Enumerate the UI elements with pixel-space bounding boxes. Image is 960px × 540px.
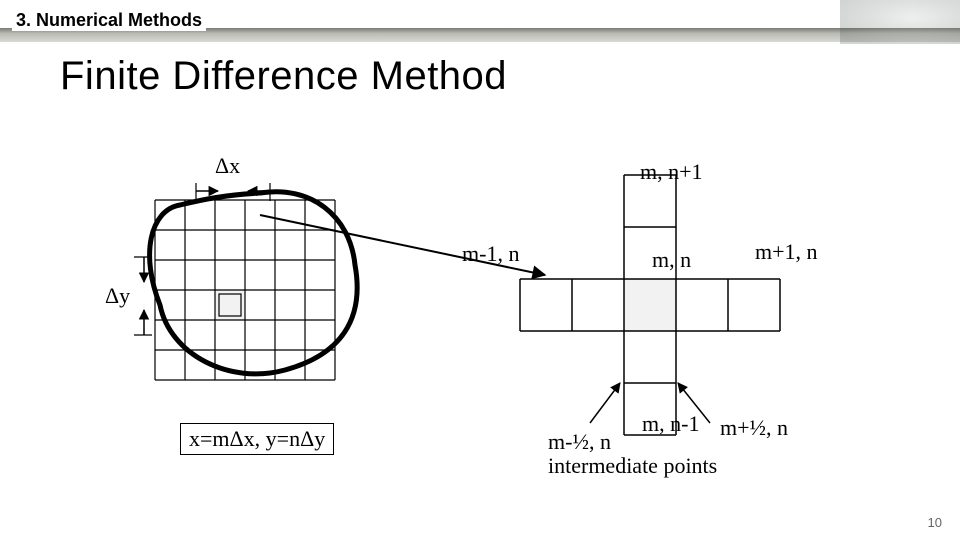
section-label: 3. Numerical Methods [12, 10, 206, 31]
page-number: 10 [928, 515, 942, 530]
label-half-right: m+½, n [720, 415, 788, 441]
label-coord-eq: x=mΔx, y=nΔy [180, 423, 334, 455]
label-dy: Δy [105, 283, 130, 309]
label-intermediate: intermediate points [548, 453, 717, 479]
label-dx: Δx [215, 153, 240, 179]
label-left: m-1, n [462, 241, 519, 267]
label-half-left: m-½, n [548, 429, 611, 455]
label-bottom: m, n-1 [642, 411, 699, 437]
header-texture [840, 0, 960, 44]
label-top: m, n+1 [640, 159, 703, 185]
slide: 3. Numerical Methods Finite Difference M… [0, 0, 960, 540]
page-title: Finite Difference Method [60, 54, 507, 99]
label-center: m, n [652, 247, 691, 273]
diagram-area: Δx Δy x=mΔx, y=nΔy m, n+1 m-1, n m, n m+… [110, 155, 870, 485]
label-right: m+1, n [755, 239, 818, 265]
